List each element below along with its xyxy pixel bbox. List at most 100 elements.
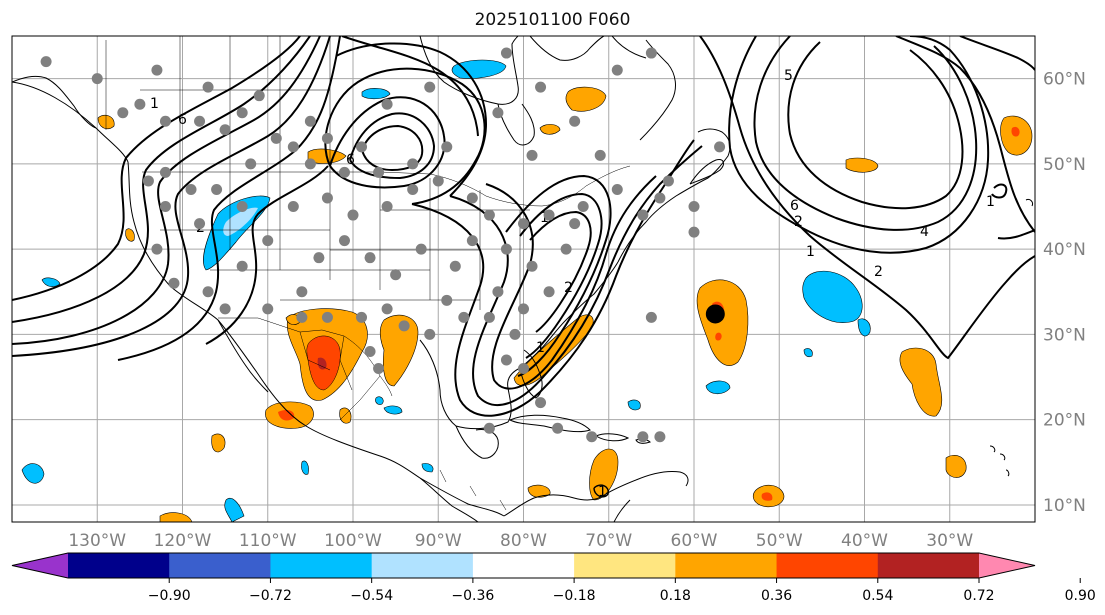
station-point xyxy=(518,218,529,230)
longitude-label: 40°W xyxy=(841,531,888,551)
contour-label: 1 xyxy=(598,484,607,500)
station-point xyxy=(415,243,427,255)
station-point xyxy=(151,64,163,76)
border-us-states xyxy=(160,172,530,330)
station-point xyxy=(526,149,538,161)
longitude-label: 90°W xyxy=(415,531,462,551)
station-point xyxy=(432,175,444,187)
colorbar-extend-high xyxy=(979,553,1035,578)
station-point xyxy=(321,311,333,323)
colorbar-tick-label: −0.90 xyxy=(148,588,191,604)
station-point xyxy=(313,252,325,264)
shade-canada-orange xyxy=(565,86,607,112)
station-point xyxy=(492,107,504,119)
station-point xyxy=(262,235,274,247)
station-point xyxy=(407,158,419,170)
colorbar-outline xyxy=(11,552,1036,579)
station-point xyxy=(356,311,368,323)
longitude-label: 110°W xyxy=(239,531,297,551)
station-point xyxy=(424,328,436,340)
coast-gulf-mexico xyxy=(419,261,619,430)
shade-small-blue-4 xyxy=(803,348,813,358)
station-point xyxy=(202,81,214,93)
station-point xyxy=(518,303,529,315)
contour-atl-4 xyxy=(699,36,1035,360)
station-point xyxy=(381,201,393,213)
shade-small-blue-6 xyxy=(375,396,384,405)
shade-small-blue-5 xyxy=(421,463,434,473)
colorbar-tick-label: 0.36 xyxy=(761,588,792,604)
colorbar-segment xyxy=(877,553,980,578)
latitude-label: 50°N xyxy=(1043,155,1086,175)
station-point xyxy=(202,286,214,298)
contour-label: 6 xyxy=(178,112,187,128)
station-point xyxy=(509,328,521,340)
station-point xyxy=(390,269,402,281)
station-points xyxy=(40,47,726,443)
station-point xyxy=(245,158,257,170)
station-point xyxy=(407,183,419,195)
colorbar-tick-label: 0.72 xyxy=(963,588,994,604)
shade-atlantic-blue xyxy=(802,270,863,323)
station-point xyxy=(441,294,453,306)
station-point xyxy=(253,90,265,102)
map-title: 2025101100 F060 xyxy=(474,10,631,30)
station-point xyxy=(518,363,529,375)
colorbar-tick-label: 0.90 xyxy=(1065,588,1096,604)
shade-col-orange xyxy=(527,484,551,498)
contour-atl-2 xyxy=(753,36,978,231)
station-point xyxy=(637,209,649,221)
station-point xyxy=(645,47,657,59)
contour-canada-low-6 xyxy=(341,36,479,137)
shade-caribbean-orange xyxy=(589,448,619,501)
shade-atlantic-blue-2 xyxy=(857,318,871,337)
station-point xyxy=(611,64,623,76)
station-point xyxy=(535,81,547,93)
station-point xyxy=(398,320,410,332)
shade-mexico-darkred xyxy=(317,357,327,370)
shade-small-blue-1 xyxy=(301,460,309,475)
station-point xyxy=(168,277,180,289)
station-point xyxy=(296,311,308,323)
contour-label: 1 xyxy=(806,244,815,260)
coast-central-america xyxy=(419,477,637,522)
contour-label: 2 xyxy=(874,264,883,280)
station-point xyxy=(560,243,572,255)
station-point xyxy=(159,166,171,178)
contour-west-4 xyxy=(12,36,331,357)
storm-marker xyxy=(705,304,725,324)
latitude-label: 30°N xyxy=(1043,325,1086,345)
station-point xyxy=(270,132,282,144)
station-point xyxy=(185,183,197,195)
station-point xyxy=(569,115,581,127)
colorbar-tick-label: −0.36 xyxy=(451,588,494,604)
shade-west-mexico-red xyxy=(278,410,295,421)
station-point xyxy=(304,115,316,127)
contour-east-6 xyxy=(529,210,592,333)
contour-label: 6 xyxy=(790,198,799,214)
station-point xyxy=(236,107,248,119)
station-point xyxy=(373,363,385,375)
longitude-label: 80°W xyxy=(500,531,547,551)
coast-arctic-islands xyxy=(529,36,647,61)
shaded-anomaly-regions xyxy=(21,59,1033,522)
station-point xyxy=(287,141,299,153)
station-point xyxy=(364,252,376,264)
station-point xyxy=(500,243,512,255)
shade-small-orange-3 xyxy=(845,157,879,173)
station-point xyxy=(117,107,129,119)
station-point xyxy=(211,183,223,195)
longitude-label: 70°W xyxy=(585,531,632,551)
station-point xyxy=(577,201,589,213)
latitude-label: 20°N xyxy=(1043,411,1086,431)
station-point xyxy=(526,260,538,272)
colorbar-tick-label: −0.18 xyxy=(553,588,596,604)
contour-label: 2 xyxy=(564,280,573,296)
station-point xyxy=(458,311,470,323)
station-point xyxy=(449,260,461,272)
station-point xyxy=(654,192,666,204)
station-point xyxy=(483,209,495,221)
colorbar-segment xyxy=(270,553,373,578)
shade-hudson-blue xyxy=(451,59,507,79)
station-point xyxy=(356,141,368,153)
